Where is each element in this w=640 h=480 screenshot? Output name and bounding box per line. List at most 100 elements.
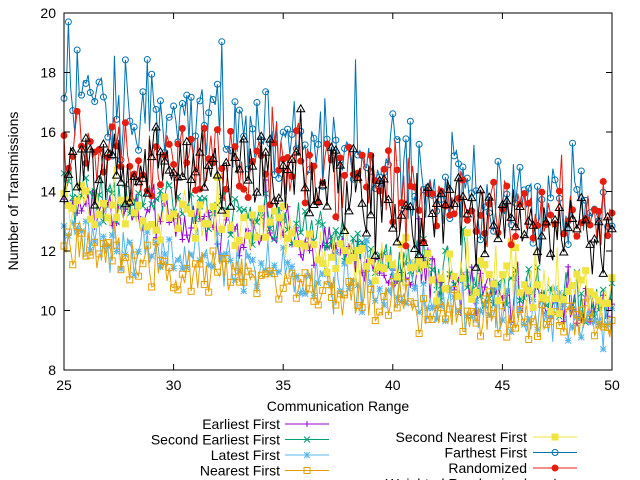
data-point	[86, 215, 94, 223]
data-point	[525, 335, 533, 343]
data-point	[534, 264, 541, 271]
data-point	[214, 229, 221, 237]
data-point	[327, 253, 335, 261]
data-point	[196, 201, 204, 209]
data-point	[424, 250, 432, 258]
data-point	[440, 199, 451, 209]
data-point	[231, 143, 239, 151]
data-point	[231, 268, 239, 276]
data-point	[121, 254, 129, 262]
data-point	[170, 210, 178, 218]
data-point	[379, 173, 389, 183]
data-point	[165, 140, 173, 148]
data-point	[468, 295, 476, 303]
data-point	[542, 295, 550, 303]
data-point	[529, 318, 537, 326]
data-point	[146, 151, 157, 161]
data-point	[551, 449, 559, 456]
data-point	[354, 230, 362, 237]
data-point	[586, 221, 594, 229]
data-point	[91, 238, 99, 246]
data-point	[170, 160, 178, 168]
data-point	[547, 194, 555, 202]
data-point	[362, 262, 370, 270]
data-point	[174, 140, 182, 148]
data-point	[441, 285, 449, 293]
y-tick-label: 12	[40, 243, 56, 259]
data-point	[192, 234, 200, 242]
data-point	[64, 228, 72, 236]
data-point	[113, 241, 121, 249]
data-point	[490, 280, 498, 288]
data-point	[249, 270, 257, 278]
y-tick-label: 20	[40, 5, 56, 21]
data-point	[288, 263, 296, 270]
data-point	[155, 146, 166, 156]
data-point	[266, 218, 274, 226]
data-point	[498, 271, 506, 279]
data-point	[444, 184, 455, 193]
data-point	[332, 265, 340, 273]
data-point	[599, 345, 607, 353]
data-point	[387, 223, 398, 232]
data-point	[156, 181, 164, 189]
data-point	[459, 328, 467, 336]
data-point	[384, 311, 392, 319]
data-point	[82, 187, 90, 195]
data-point	[498, 302, 506, 310]
data-point	[366, 209, 376, 219]
data-point	[89, 199, 100, 209]
data-point	[516, 306, 524, 314]
data-point	[143, 56, 151, 64]
data-point	[64, 18, 72, 26]
data-point	[156, 97, 164, 105]
data-point	[135, 201, 143, 209]
legend-label: Second Earliest First	[151, 432, 280, 448]
data-point	[124, 196, 135, 206]
data-point	[538, 301, 546, 309]
data-point	[415, 330, 423, 338]
data-point	[152, 143, 160, 151]
data-point	[282, 164, 293, 174]
data-point	[317, 179, 328, 189]
data-point	[488, 220, 499, 229]
data-point	[533, 183, 541, 191]
data-point	[284, 125, 292, 133]
data-point	[573, 232, 581, 240]
data-point	[227, 278, 235, 286]
data-point	[95, 220, 103, 227]
data-point	[393, 136, 401, 144]
data-point	[525, 287, 533, 295]
data-point	[339, 225, 350, 235]
data-point	[240, 278, 248, 286]
data-point	[262, 88, 270, 96]
data-point	[121, 56, 129, 64]
data-point	[151, 121, 161, 131]
data-point	[161, 257, 169, 265]
data-point	[536, 230, 547, 240]
data-point	[569, 324, 576, 332]
data-point	[472, 319, 480, 327]
data-point	[481, 261, 489, 269]
data-point	[236, 267, 243, 275]
data-point	[170, 102, 178, 110]
data-point	[209, 95, 217, 103]
data-point	[363, 237, 370, 244]
data-point	[429, 255, 436, 262]
data-point	[591, 317, 598, 325]
data-point	[313, 196, 324, 205]
data-point	[332, 301, 340, 309]
data-point	[108, 257, 116, 265]
data-point	[424, 315, 432, 323]
data-point	[78, 227, 85, 235]
data-point	[244, 232, 252, 240]
legend-label: Randomized	[448, 460, 527, 476]
data-point	[121, 119, 129, 127]
data-point	[135, 248, 142, 256]
x-tick-label: 45	[495, 377, 511, 393]
data-point	[270, 270, 278, 278]
data-point	[349, 277, 357, 284]
data-point	[520, 190, 528, 198]
data-point	[181, 136, 192, 146]
data-point	[139, 88, 147, 96]
